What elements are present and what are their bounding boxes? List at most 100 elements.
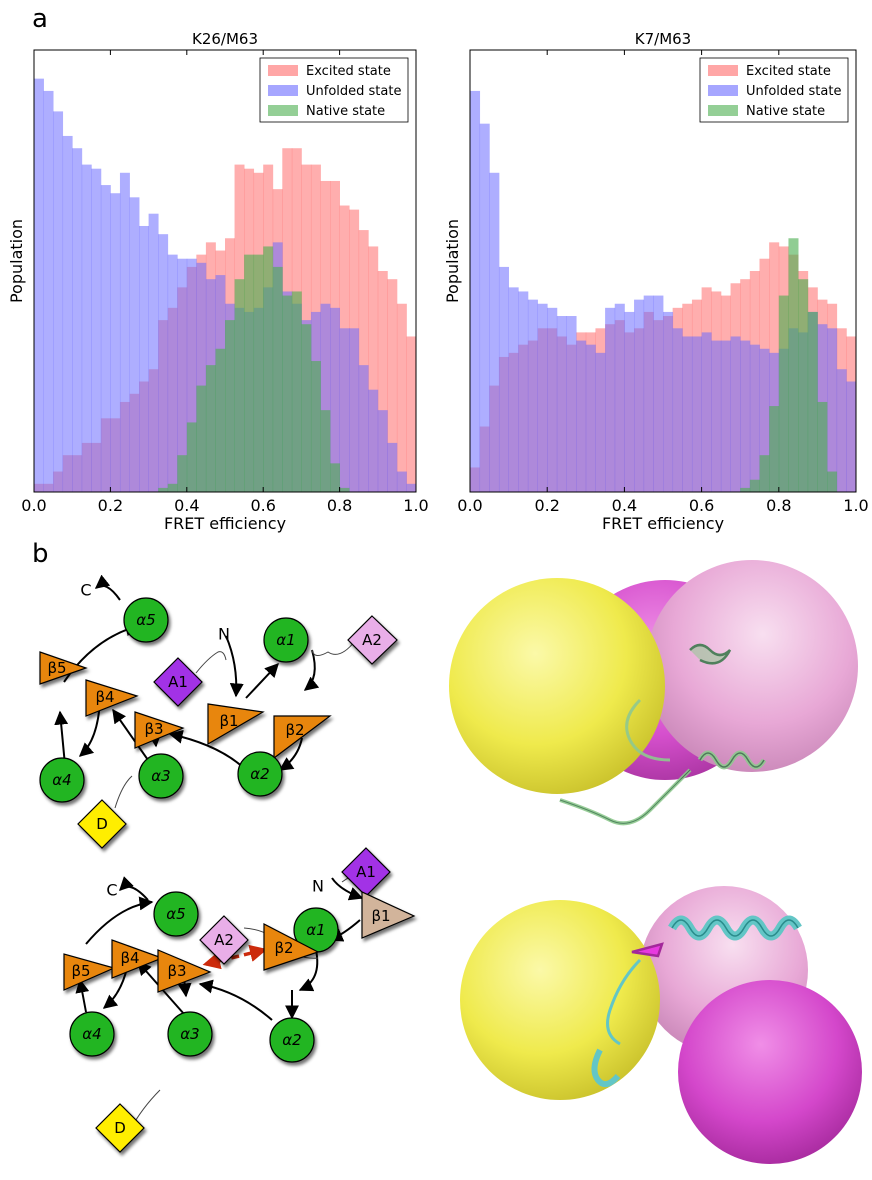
- alpha3-label: α3: [180, 1025, 199, 1043]
- histogram-bar: [282, 295, 293, 492]
- beta3-triangle: [157, 949, 212, 993]
- A1-diamond: [153, 657, 203, 707]
- x-tick-label: 0.6: [250, 496, 275, 515]
- histogram-bar: [272, 266, 283, 492]
- beta5-triangle: [63, 953, 116, 991]
- beta2-label: β2: [274, 939, 293, 957]
- histogram-bar: [749, 344, 760, 492]
- alpha2-label: α2: [282, 1031, 301, 1049]
- histogram-bar: [215, 348, 226, 492]
- diagram-2-c-label: C: [106, 881, 117, 900]
- A2-diamond: [347, 615, 398, 665]
- histogram-bar: [817, 401, 828, 492]
- x-axis-label: FRET efficiency: [602, 514, 724, 533]
- histogram-bar: [624, 311, 635, 492]
- series-native-state: [158, 246, 350, 492]
- histogram-bar: [339, 328, 350, 492]
- alpha5-circle: [153, 891, 199, 937]
- plot-frame: [33, 49, 417, 493]
- beta1-label: β1: [219, 712, 238, 730]
- D-diamond: [77, 799, 127, 849]
- histogram-bar: [470, 90, 481, 493]
- histogram-bar: [62, 135, 73, 492]
- A2-diamond: [199, 915, 249, 965]
- beta4-triangle: [111, 939, 164, 979]
- histogram-bar: [196, 262, 207, 492]
- legend-label: Unfolded state: [746, 84, 841, 99]
- alpha2-circle: [237, 751, 283, 797]
- histogram-bar: [377, 410, 388, 492]
- histogram-bar: [167, 483, 178, 492]
- panel-b-label: b: [32, 539, 49, 569]
- structure-render-1: [449, 560, 858, 826]
- protein-cartoon-cyan: [591, 915, 802, 1088]
- beta2-triangle: [263, 923, 320, 971]
- histogram-bar: [320, 303, 331, 492]
- alpha3-circle: [167, 1011, 213, 1057]
- histogram-bar: [110, 193, 121, 493]
- histogram-bar: [158, 487, 169, 492]
- histogram-bar: [730, 336, 741, 492]
- histogram-bar: [498, 266, 509, 492]
- beta1-triangle: [361, 891, 416, 939]
- histogram-bar: [100, 185, 111, 492]
- diagram-1-n-label: N: [218, 625, 230, 644]
- histogram-bar: [81, 164, 92, 492]
- histogram-bar: [368, 246, 379, 492]
- beta2-triangle: [273, 715, 332, 760]
- histogram-bar: [320, 410, 331, 492]
- histogram-bar: [614, 303, 625, 492]
- chart-title: K7/M63: [635, 30, 691, 48]
- A2-label: A2: [362, 631, 382, 649]
- histogram-bar: [691, 336, 702, 492]
- histogram-bar: [43, 90, 54, 493]
- histogram-bar: [301, 324, 312, 492]
- beta1-label: β1: [371, 907, 390, 925]
- histogram-bar: [263, 246, 274, 492]
- structure-render-2: [460, 886, 862, 1164]
- diagram-2-labels: C N A1 β1 α5 α1 β5 A2 β4 β2 β3 α4 α3 α2 …: [71, 863, 390, 1137]
- histogram-bar: [653, 295, 664, 492]
- magenta-density-blob: [678, 980, 862, 1164]
- panel-a-label: a: [32, 4, 48, 34]
- histogram-bar: [119, 172, 130, 492]
- histogram-charts: K26/M63 0.0 0.2 0.4 0.6 0.8 1.0 FRET efficiency…: [7, 30, 869, 533]
- x-tick-label: 0.2: [534, 496, 559, 515]
- histogram-bar: [479, 123, 490, 493]
- legend-swatch: [268, 105, 298, 116]
- x-tick-label: 1.0: [403, 496, 428, 515]
- histogram-bar: [177, 455, 188, 492]
- histogram-bar: [396, 303, 407, 492]
- x-axis-label: FRET efficiency: [164, 514, 286, 533]
- histogram-bar: [387, 442, 398, 492]
- histogram-bar: [234, 279, 245, 492]
- histogram-bar: [778, 295, 789, 492]
- legend-swatch: [268, 85, 298, 96]
- topology-diagram-2: C N A1 β1 α5 α1 β5 A2 β4 β2 β3 α4 α3 α2 …: [63, 847, 416, 1153]
- histogram-bar: [349, 328, 360, 492]
- histogram-bar: [701, 332, 712, 492]
- yellow-density-blob: [460, 900, 660, 1100]
- alpha5-circle: [123, 597, 169, 643]
- x-tick-label: 0.0: [21, 496, 46, 515]
- histogram-bar: [759, 455, 770, 492]
- histogram-bar: [643, 295, 654, 492]
- x-tick-label: 0.6: [689, 496, 714, 515]
- histogram-bar: [827, 471, 838, 492]
- x-tick-label: 0.8: [766, 496, 791, 515]
- histogram-bar: [225, 320, 235, 492]
- A1-label: A1: [168, 673, 188, 691]
- beta2-label: β2: [285, 721, 304, 739]
- beta3-label: β3: [167, 962, 186, 980]
- alpha2-label: α2: [250, 765, 269, 783]
- alpha1-circle: [263, 617, 309, 663]
- legend: Excited state Unfolded state Native state: [259, 57, 409, 123]
- chart-title: K26/M63: [192, 30, 258, 48]
- x-tick-label: 1.0: [843, 496, 868, 515]
- beta5-label: β5: [71, 962, 90, 980]
- histogram-bar: [148, 213, 159, 492]
- histogram-bar: [177, 258, 188, 492]
- alpha4-label: α4: [82, 1025, 101, 1043]
- legend-swatch: [708, 85, 738, 96]
- histogram-2: K7/M63 0.0 0.2 0.4 0.6 0.8 1.0 FRET efficiency P…: [443, 30, 869, 533]
